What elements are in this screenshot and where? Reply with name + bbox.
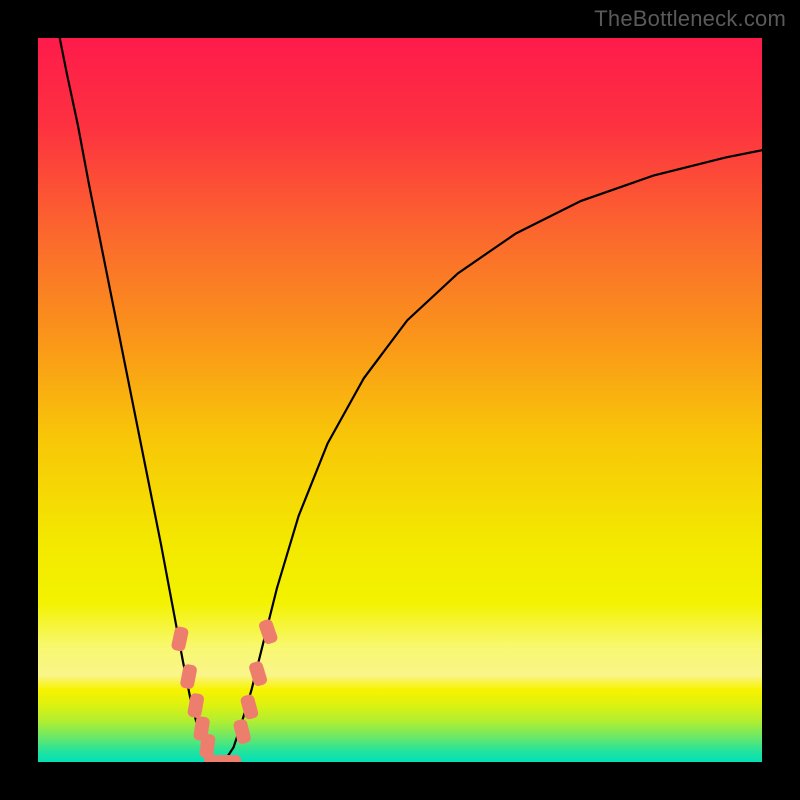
- valley-marker: [258, 618, 279, 645]
- chart-frame: TheBottleneck.com: [0, 0, 800, 800]
- valley-markers: [171, 618, 279, 762]
- left-branch-curve: [60, 38, 219, 762]
- curves-layer: [38, 38, 762, 762]
- valley-marker: [248, 660, 268, 687]
- valley-marker: [217, 755, 241, 762]
- plot-area: [38, 38, 762, 762]
- valley-marker: [171, 626, 190, 652]
- right-branch-curve: [219, 150, 762, 762]
- watermark-text: TheBottleneck.com: [594, 6, 786, 32]
- valley-marker: [179, 663, 197, 689]
